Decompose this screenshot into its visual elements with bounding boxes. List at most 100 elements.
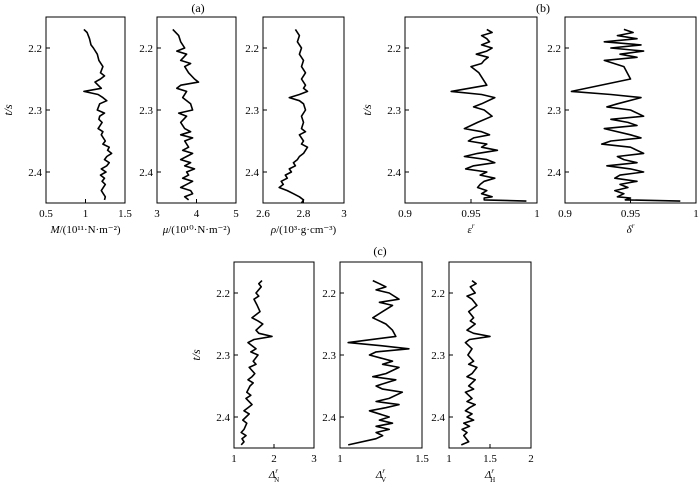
x-tick-label: 2.8 [297, 208, 311, 220]
x-label-unit: /(10¹¹·N·m⁻²) [60, 224, 121, 236]
y-tick-label: 2.2 [245, 43, 259, 55]
x-tick-label: 1.5 [415, 453, 429, 465]
y-tick-label: 2.3 [387, 105, 401, 117]
plot-frame [404, 16, 538, 204]
subplots: 0.5 1 1.52.22.32.4t/sM/(10¹¹·N·m⁻²)3 4 52.22… [1, 16, 699, 484]
x-tick-label: 1 [693, 208, 699, 220]
y-tick-label: 2.2 [28, 43, 42, 55]
y-tick-label: 2.3 [245, 105, 259, 117]
subplot-delta: 0.9 0.95 1 2.2 2.3 2.4 δr [547, 16, 699, 236]
x-label-var: δ [627, 224, 633, 236]
y-tick-label: 2.4 [139, 167, 153, 179]
plot-frame [156, 16, 237, 204]
y-tick-label: 2.3 [216, 350, 230, 362]
y-tick-label: 2.4 [245, 167, 259, 179]
x-label-sub: V [381, 476, 386, 484]
x-axis-label: ρ/(10³·g·cm⁻³) [270, 224, 337, 236]
y-tick-label: 2.4 [387, 167, 401, 179]
x-label-sup: r [632, 222, 635, 230]
series-line-M [83, 28, 113, 201]
x-label-var: Δ [268, 469, 275, 481]
x-label-unit: /(10³·g·cm⁻³) [276, 224, 336, 236]
x-label-sup: r [382, 467, 385, 475]
x-tick-label: 5 [233, 208, 239, 220]
x-tick-label: 0.95 [621, 208, 641, 220]
x-tick-label: 4 [194, 208, 200, 220]
x-tick-label: 1 [83, 208, 89, 220]
y-tick-label: 2.2 [387, 43, 401, 55]
x-label-sup: r [491, 467, 494, 475]
y-tick-label: 2.2 [431, 288, 445, 300]
subplot-dN: 1 2 3 2.2 2.3 2.4 t/s Δr N [189, 261, 317, 484]
subplot-dV: 1 1.5 2.2 2.3 2.4 Δr V [322, 261, 429, 484]
plot-frame [262, 16, 345, 204]
y-tick-label: 2.4 [547, 167, 561, 179]
x-label-var: ρ [270, 224, 276, 236]
y-tick-label: 2.3 [547, 105, 561, 117]
x-tick-label: 0.9 [398, 208, 412, 220]
y-tick-label: 2.4 [431, 412, 445, 424]
series-line-mu [172, 28, 200, 201]
x-axis-label: M/(10¹¹·N·m⁻²) [49, 224, 120, 236]
x-label-var: Δ [375, 469, 382, 481]
x-tick-label: 2.6 [256, 208, 270, 220]
x-label-sup: r [472, 222, 475, 230]
y-axis-label: t/s [1, 104, 15, 116]
plot-frame [448, 261, 532, 449]
x-tick-label: 1 [231, 453, 237, 465]
y-tick-label: 2.4 [28, 167, 42, 179]
x-tick-label: 0.5 [39, 208, 53, 220]
x-axis-label: Δr N [268, 467, 279, 484]
x-tick-label: 3 [154, 208, 160, 220]
subplot-dH: 1 1.5 2 2.2 2.3 2.4 Δr H [431, 261, 534, 484]
x-label-var: Δ [484, 469, 491, 481]
plot-frame [233, 261, 315, 449]
series-line-dH [460, 279, 491, 446]
x-tick-label: 1 [446, 453, 452, 465]
x-tick-label: 1.5 [483, 453, 497, 465]
x-tick-label: 3 [341, 208, 347, 220]
panel-label-b: (b) [536, 1, 550, 15]
subplot-mu: 3 4 5 2.2 2.3 2.4 μ/(10¹⁰·N·m⁻²) [139, 16, 239, 236]
y-tick-label: 2.3 [28, 105, 42, 117]
series-line-dN [240, 280, 273, 446]
x-label-unit: /(10¹⁰·N·m⁻²) [168, 224, 230, 236]
x-axis-label: δr [627, 222, 635, 236]
y-tick-label: 2.4 [216, 412, 230, 424]
x-axis-label: Δr V [375, 467, 386, 484]
x-tick-label: 2 [271, 453, 277, 465]
x-axis-label: μ/(10¹⁰·N·m⁻²) [162, 224, 231, 236]
x-label-sub: N [274, 476, 279, 484]
x-axis-label: εr [467, 222, 474, 236]
series-line-rho [278, 28, 309, 204]
y-tick-label: 2.4 [322, 412, 336, 424]
x-label-var: μ [162, 224, 169, 236]
y-tick-label: 2.2 [547, 43, 561, 55]
subplot-rho: 2.6 2.8 3 2.2 2.3 2.4 ρ/(10³·g·cm⁻³) [245, 16, 347, 236]
x-tick-label: 0.9 [558, 208, 572, 220]
subplot-eps: 0.9 0.95 1 2.2 2.3 2.4 t/s εr [360, 16, 540, 236]
subplot-M: 0.5 1 1.5 2.2 2.3 2.4 t/s M/(10¹¹·N·m⁻²) [1, 16, 132, 236]
panel-label-a: (a) [191, 1, 204, 15]
x-axis-label: Δr H [484, 467, 495, 484]
x-label-sup: r [275, 467, 278, 475]
x-tick-label: 3 [311, 453, 317, 465]
x-label-sub: H [490, 476, 495, 484]
x-tick-label: 1 [534, 208, 540, 220]
y-tick-label: 2.3 [139, 105, 153, 117]
y-tick-label: 2.3 [322, 350, 336, 362]
panel-label-c: (c) [373, 244, 386, 258]
x-label-var: ε [467, 224, 472, 236]
y-tick-label: 2.2 [322, 288, 336, 300]
y-tick-label: 2.2 [139, 43, 153, 55]
x-tick-label: 1 [337, 453, 343, 465]
y-axis-label: t/s [189, 349, 203, 361]
series-line-dV [347, 279, 410, 446]
series-line-delta [570, 28, 681, 202]
x-tick-label: 2 [528, 453, 534, 465]
series-line-eps [450, 28, 527, 202]
plot-frame [45, 16, 126, 204]
y-tick-label: 2.2 [216, 288, 230, 300]
x-label-var: M [49, 224, 60, 236]
